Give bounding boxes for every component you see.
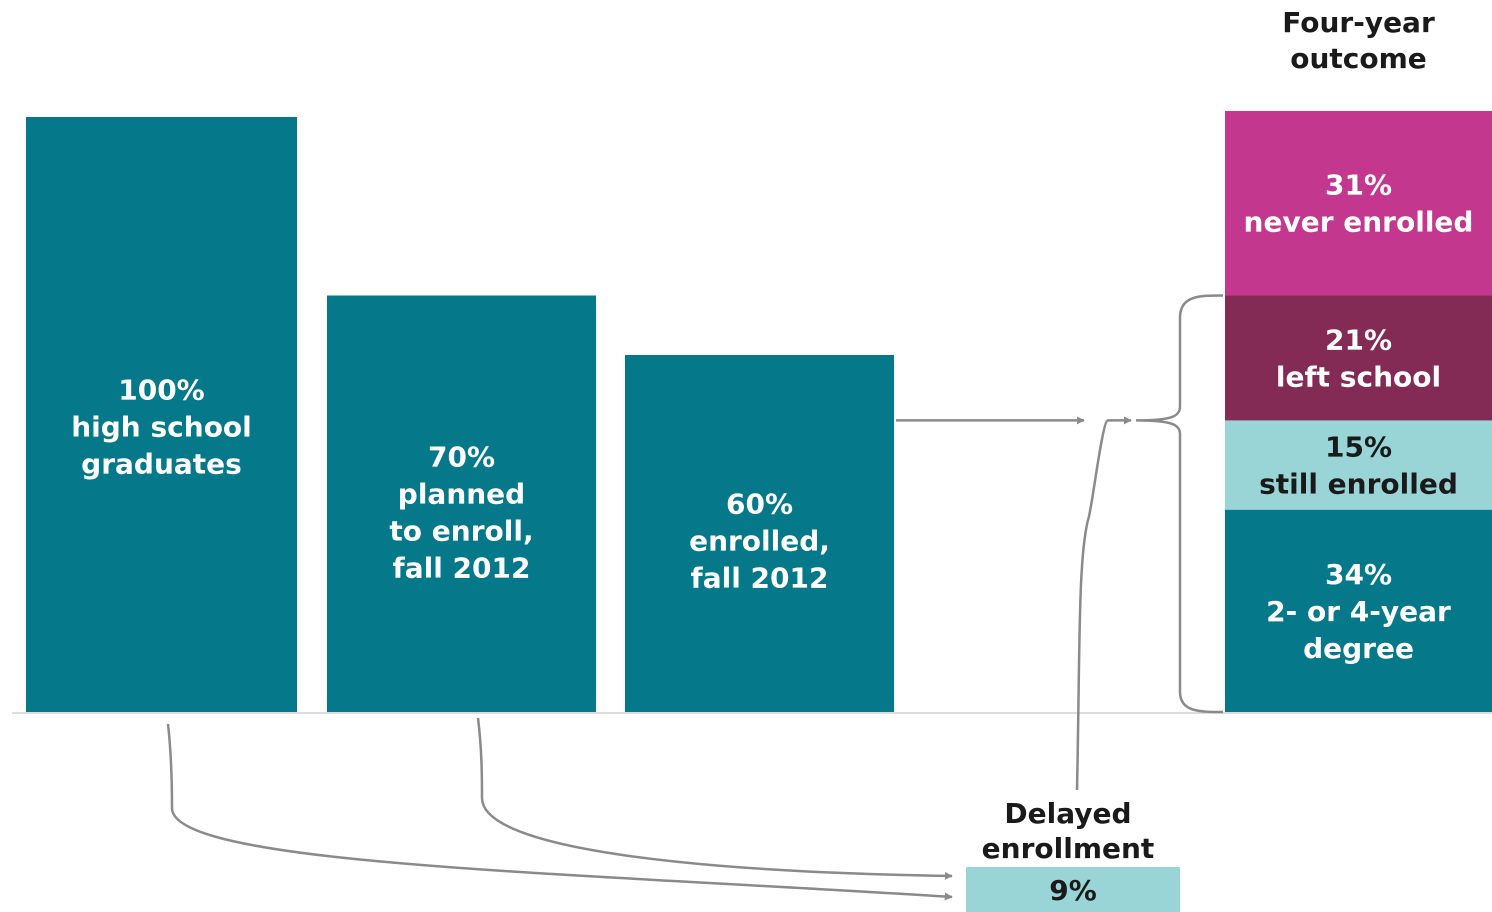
outcome-category-label: left school	[1276, 360, 1441, 393]
outcome-category-label: 2- or 4-year	[1266, 595, 1451, 628]
bar-category-label: to enroll,	[389, 515, 533, 548]
outcome-value-label: 34%	[1325, 558, 1392, 591]
bar-1	[26, 117, 297, 712]
bar-category-label: graduates	[81, 447, 242, 480]
outcome-segment-2	[1225, 420, 1492, 510]
delayed-value-label: 9%	[1049, 874, 1097, 907]
outcome-value-label: 15%	[1325, 431, 1392, 464]
outcome-segment-4	[1225, 111, 1492, 296]
delayed-title: enrollment	[982, 832, 1155, 865]
outcome-title: Four-year	[1282, 6, 1435, 39]
outcome-category-label: still enrolled	[1259, 468, 1458, 501]
outcome-segment-1	[1225, 509, 1492, 712]
outcome-value-label: 21%	[1325, 323, 1392, 356]
outcome-value-label: 31%	[1325, 169, 1392, 202]
outcome-category-label: degree	[1303, 632, 1414, 665]
bar-value-label: 70%	[428, 441, 495, 474]
bar-3	[625, 355, 894, 712]
bar-category-label: planned	[398, 478, 525, 511]
bar-2	[327, 295, 596, 712]
delayed-arrow-to-outcome	[1075, 416, 1132, 791]
delayed-enrollment-box	[966, 867, 1180, 912]
outcome-category-label: never enrolled	[1244, 206, 1474, 239]
bar-value-label: 60%	[726, 488, 793, 521]
bar-category-label: high school	[71, 410, 252, 443]
delayed-curve-from-planned	[476, 717, 953, 880]
outcome-brace	[1135, 294, 1224, 714]
bar-category-label: fall 2012	[393, 552, 531, 585]
bar-category-label: fall 2012	[691, 562, 829, 595]
bar-value-label: 100%	[118, 373, 205, 406]
delayed-curve-from-graduates	[166, 723, 953, 901]
outcome-segment-3	[1225, 295, 1492, 421]
bar-category-label: enrolled,	[689, 525, 830, 558]
outcome-title: outcome	[1290, 42, 1427, 75]
delayed-title: Delayed	[1004, 797, 1131, 830]
